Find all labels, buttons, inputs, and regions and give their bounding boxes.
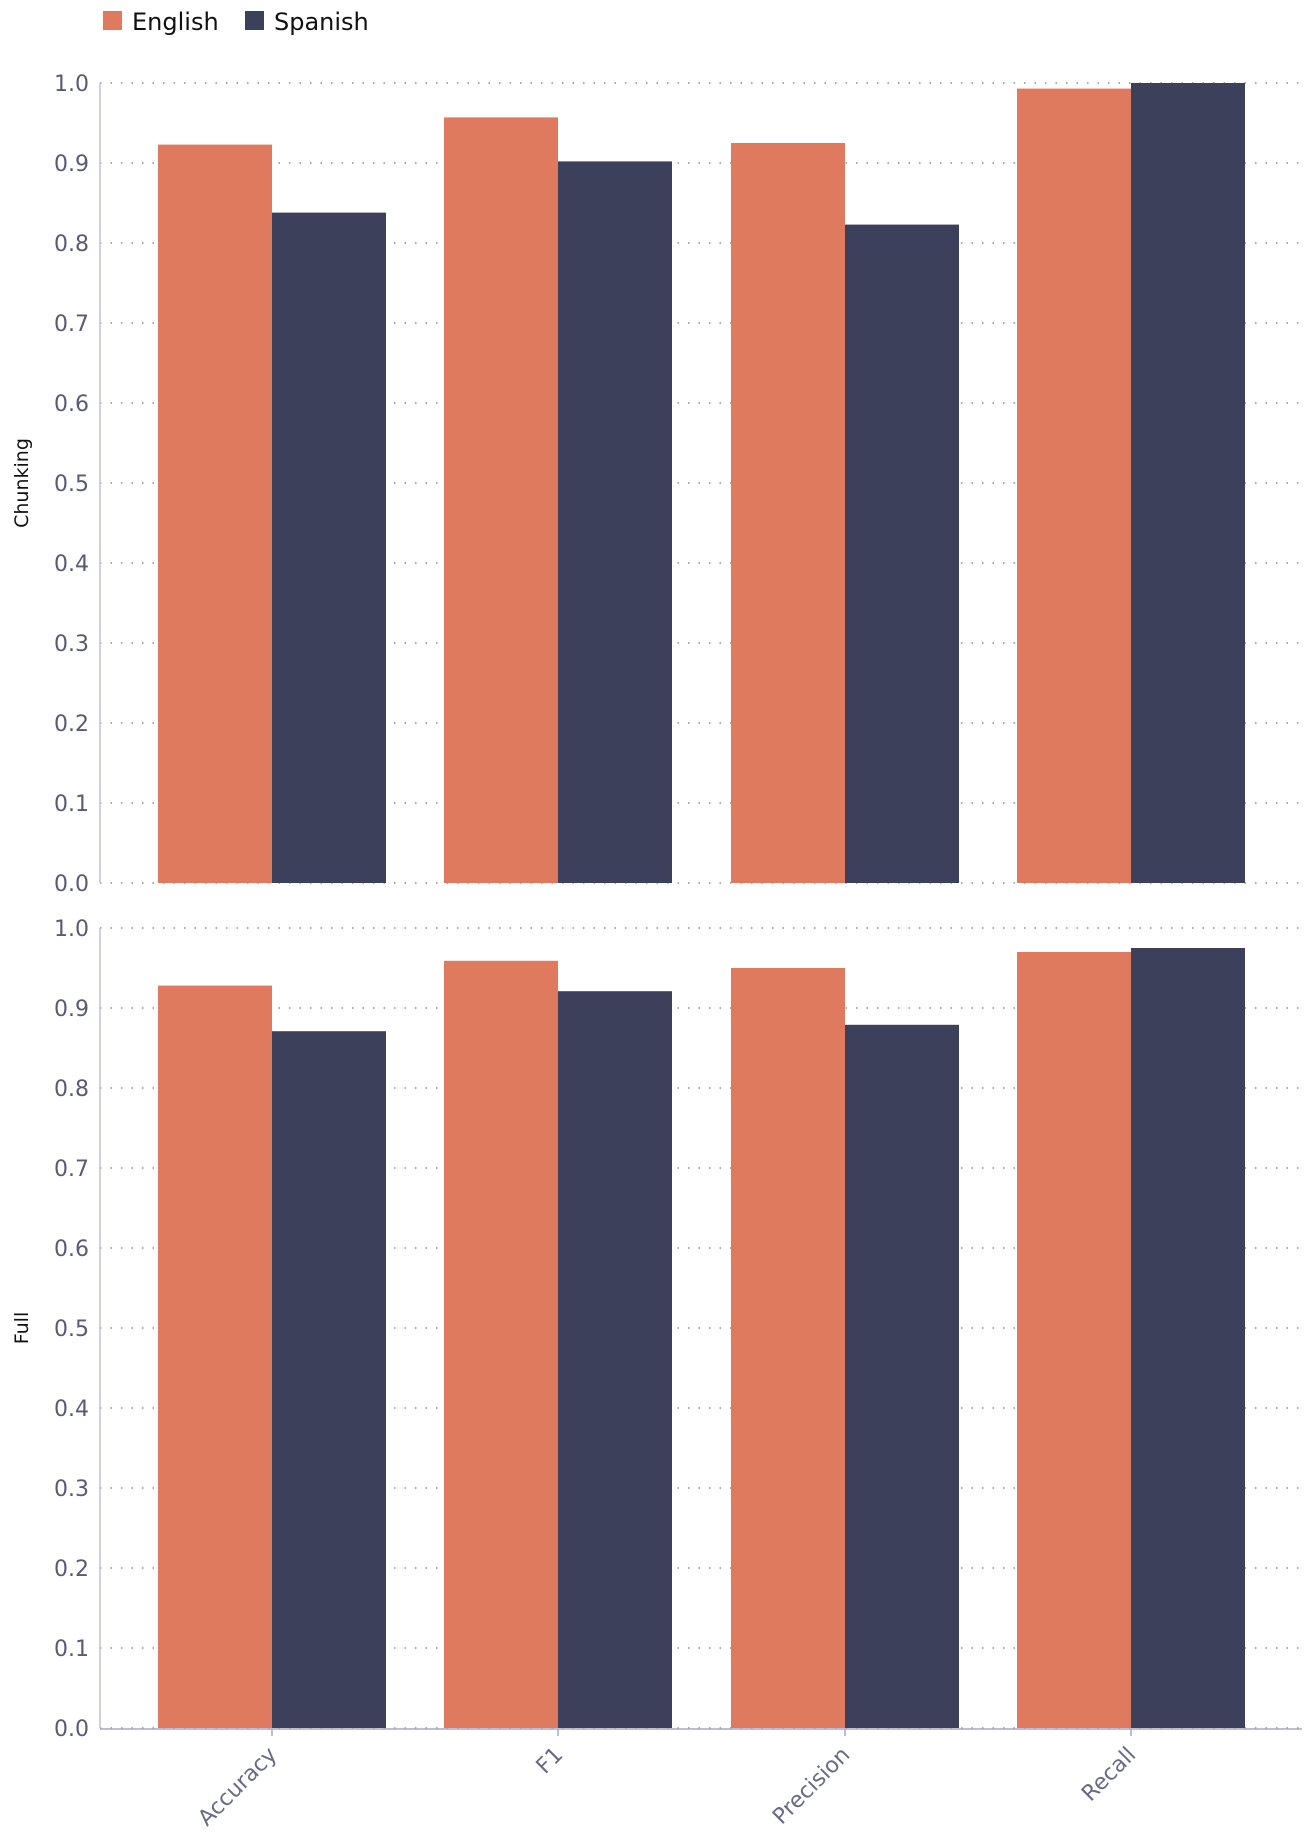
bar-english-f1 [444, 960, 558, 1728]
bar-spanish-f1 [558, 991, 672, 1728]
y-tick-label: 0.7 [54, 312, 89, 337]
y-tick-label: 0.7 [54, 1157, 89, 1182]
bar-spanish-recall [1131, 83, 1245, 883]
bar-spanish-precision [845, 1024, 959, 1728]
y-tick-label: 0.9 [54, 152, 89, 177]
legend-label-english: English [132, 8, 219, 36]
panel-chunking: 0.0 0.1 0.2 0.3 0.4 0.5 0.6 0.7 0.8 0.9 1.0 Chunkin… [11, 72, 1302, 897]
bar-spanish-precision [845, 224, 959, 884]
legend-swatch-spanish [245, 11, 264, 30]
y-tick-label: 0.6 [54, 392, 89, 417]
y-tick-label: 0.5 [54, 1317, 89, 1342]
y-tick-label: 1.0 [54, 72, 89, 97]
legend-label-spanish: Spanish [274, 8, 369, 36]
y-tick-label: 0.3 [54, 1477, 89, 1502]
y-axis-title: Full [11, 1312, 33, 1345]
bar-english-accuracy [158, 144, 272, 884]
bar-english-accuracy [158, 985, 272, 1728]
bar-spanish-accuracy [272, 1031, 386, 1728]
y-tick-label: 0.9 [54, 997, 89, 1022]
bar-spanish-recall [1131, 948, 1245, 1728]
bar-english-recall [1017, 952, 1131, 1728]
x-tick-label: Recall [1077, 1743, 1141, 1807]
y-tick-label: 0.1 [54, 792, 89, 817]
y-tick-label: 0.0 [54, 1717, 89, 1742]
y-tick-label: 0.4 [54, 1397, 89, 1422]
bar-english-f1 [444, 117, 558, 883]
y-tick-label: 0.3 [54, 632, 89, 657]
y-tick-label: 0.5 [54, 472, 89, 497]
x-tick-label: F1 [532, 1743, 569, 1780]
y-tick-label: 0.2 [54, 712, 89, 737]
x-tick-label: Precision [768, 1743, 855, 1830]
y-tick-label: 0.0 [54, 872, 89, 897]
bar-english-precision [731, 968, 845, 1728]
y-tick-label: 0.4 [54, 552, 89, 577]
legend: English Spanish [103, 8, 369, 36]
x-tick-label: Accuracy [194, 1743, 283, 1832]
legend-swatch-english [103, 11, 122, 30]
bar-spanish-accuracy [272, 212, 386, 884]
bar-english-precision [731, 143, 845, 883]
bar-spanish-f1 [558, 161, 672, 883]
y-axis-title: Chunking [11, 438, 33, 528]
bar-english-recall [1017, 88, 1131, 884]
y-tick-label: 0.6 [54, 1237, 89, 1262]
y-tick-label: 0.1 [54, 1637, 89, 1662]
y-tick-label: 0.2 [54, 1557, 89, 1582]
y-tick-label: 0.8 [54, 1077, 89, 1102]
panel-full: 0.0 0.1 0.2 0.3 0.4 0.5 0.6 0.7 0.8 0.9 1.0 Full Acc… [11, 917, 1302, 1831]
y-tick-label: 1.0 [54, 917, 89, 942]
y-tick-label: 0.8 [54, 232, 89, 257]
